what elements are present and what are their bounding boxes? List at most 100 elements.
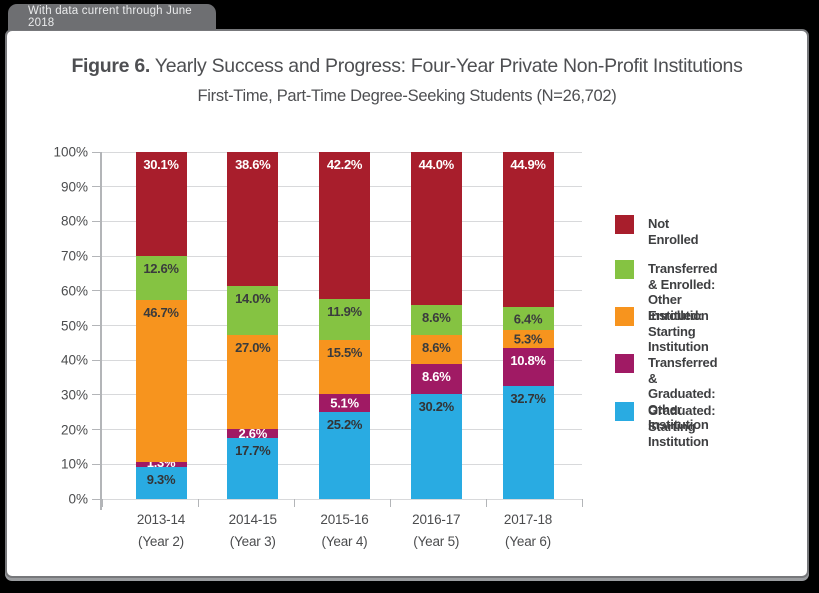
stacked-bar-2016-17: 30.2% 8.6% 8.6% 8.6% 44.0% <box>410 152 462 499</box>
x-axis-label-year: 2015-16 <box>320 512 369 527</box>
legend-swatch <box>615 260 634 279</box>
bar-segment: 10.8% <box>502 348 554 386</box>
legend-label: Not Enrolled <box>648 216 699 247</box>
bar-segment: 5.1% <box>319 393 370 412</box>
y-axis-tick <box>92 463 100 465</box>
bar-value-label: 5.3% <box>513 331 543 347</box>
bar-segment: 30.1% <box>135 152 187 257</box>
legend-swatch <box>615 354 634 373</box>
bar-segment: 44.0% <box>410 152 462 305</box>
data-currency-banner: With data current through June 2018 <box>8 4 216 30</box>
legend-item: Transferred & Graduated: Other Instituti… <box>615 354 718 433</box>
bar-value-label: 14.0% <box>235 291 271 307</box>
bar-segment: 6.4% <box>502 307 554 330</box>
x-axis-tick <box>485 499 487 507</box>
bar-segment: 1.3% <box>135 455 187 470</box>
stacked-bar-2015-16: 25.2% 5.1% 15.5% 11.9% 42.2% <box>319 152 370 499</box>
bar-segment: 9.3% <box>135 466 187 499</box>
legend-item: Graduated: Starting Institution <box>615 402 716 450</box>
bar-value-label: 38.6% <box>235 157 271 173</box>
figure-title: Figure 6. Yearly Success and Progress: F… <box>7 55 807 78</box>
bar-value-label: 8.6% <box>422 309 451 325</box>
bar-segment: 8.6% <box>410 334 462 365</box>
x-axis-tick <box>581 499 583 507</box>
bar-value-label: 44.9% <box>510 156 546 172</box>
legend-item: Transferred & Enrolled: Other Institutio… <box>615 260 718 323</box>
bar-segment: 42.2% <box>319 152 370 299</box>
figure-panel: Figure 6. Yearly Success and Progress: F… <box>5 29 809 578</box>
x-axis-label-year: 2017-18 <box>503 512 553 527</box>
bar-value-label: 15.5% <box>326 345 363 361</box>
banner-text: With data current through June 2018 <box>28 5 192 29</box>
bar-segment: 46.7% <box>135 300 187 463</box>
legend-swatch <box>615 402 634 421</box>
bar-segment: 30.2% <box>410 394 462 499</box>
gridline <box>102 151 582 153</box>
x-axis-label-cohort: (Year 6) <box>505 534 551 549</box>
y-axis-label: 90% <box>60 179 88 195</box>
bar-segment: 5.3% <box>502 329 554 349</box>
x-axis-label-cohort: (Year 5) <box>413 534 460 549</box>
bar-value-label: 11.9% <box>327 303 362 319</box>
bar-value-label: 44.0% <box>418 157 455 173</box>
bar-value-label: 46.7% <box>143 305 179 321</box>
legend-swatch <box>615 215 634 234</box>
y-axis-tick <box>92 220 100 222</box>
stacked-bar-2017-18: 32.7% 10.8% 5.3% 6.4% 44.9% <box>502 151 554 499</box>
x-axis-label-year: 2016-17 <box>412 512 461 527</box>
y-axis-label: 80% <box>60 213 88 229</box>
bar-segment: 8.6% <box>410 364 462 395</box>
y-axis-label: 30% <box>60 387 88 403</box>
y-axis-tick <box>92 255 100 257</box>
bar-segment: 11.9% <box>319 298 370 341</box>
y-axis-tick <box>92 498 100 500</box>
bar-segment: 2.6% <box>227 425 279 441</box>
bar-value-label: 9.3% <box>146 471 176 487</box>
x-axis-tick <box>197 499 199 507</box>
y-axis-tick <box>92 290 100 292</box>
bar-value-label: 5.1% <box>330 395 359 411</box>
y-axis-label: 40% <box>60 352 88 368</box>
bar-segment: 15.5% <box>319 340 370 394</box>
y-axis-tick <box>92 359 100 361</box>
bar-value-label: 30.1% <box>143 157 179 173</box>
x-axis-tick <box>389 499 391 507</box>
bar-value-label: 8.6% <box>422 339 451 355</box>
bar-segment: 38.6% <box>227 152 279 287</box>
bar-value-label: 2.6% <box>238 425 268 441</box>
y-axis-label: 20% <box>60 422 88 438</box>
bar-segment: 17.7% <box>227 437 279 499</box>
y-axis-tick <box>92 394 100 396</box>
legend-label: Transferred & Graduated: Other Instituti… <box>648 355 718 432</box>
bar-value-label: 6.4% <box>513 311 543 327</box>
bar-segment: 8.6% <box>410 304 462 335</box>
legend-item: Enrolled: Starting Institution <box>615 307 709 355</box>
y-axis-tick <box>92 429 100 431</box>
legend-swatch <box>615 307 634 326</box>
y-axis-tick <box>92 186 100 188</box>
x-axis-tick <box>293 499 295 507</box>
y-axis-tick <box>92 151 100 153</box>
bar-value-label: 8.6% <box>422 369 451 385</box>
legend-label: Graduated: Starting Institution <box>648 403 716 449</box>
x-axis-label-cohort: (Year 2) <box>138 534 184 549</box>
stacked-bar-2014-15: 17.7% 2.6% 27.0% 14.0% 38.6% <box>227 152 279 499</box>
y-axis-label: 10% <box>60 456 88 472</box>
bar-value-label: 17.7% <box>235 442 271 458</box>
bar-value-label: 30.2% <box>418 399 455 415</box>
bar-segment: 25.2% <box>319 411 370 499</box>
bar-value-label: 10.8% <box>510 353 546 369</box>
bar-value-label: 32.7% <box>510 390 546 406</box>
y-axis-label: 70% <box>60 248 88 264</box>
y-axis-tick <box>92 325 100 326</box>
y-axis-label: 0% <box>68 491 88 507</box>
y-axis-label: 100% <box>53 144 88 160</box>
bar-segment: 44.9% <box>502 151 554 308</box>
y-axis-label: 50% <box>60 318 88 333</box>
x-axis-tick <box>101 499 103 507</box>
legend-label: Enrolled: Starting Institution <box>648 308 709 354</box>
figure-subtitle: First-Time, Part-Time Degree-Seeking Stu… <box>197 87 617 105</box>
bar-value-label: 27.0% <box>235 339 271 355</box>
bar-segment: 12.6% <box>135 256 187 301</box>
